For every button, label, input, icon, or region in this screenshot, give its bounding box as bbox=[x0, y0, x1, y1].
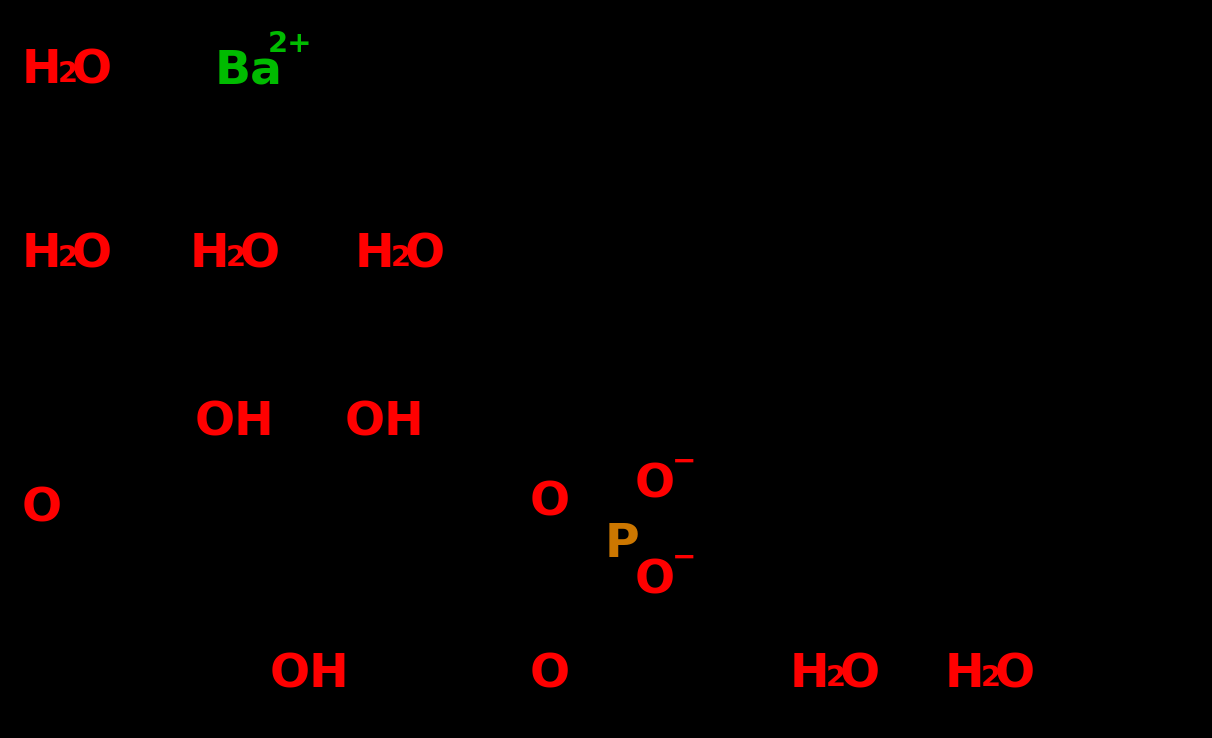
Text: OH: OH bbox=[195, 400, 275, 445]
Text: 2: 2 bbox=[391, 244, 411, 272]
Text: H: H bbox=[22, 232, 62, 277]
Text: −: − bbox=[671, 544, 697, 572]
Text: 2: 2 bbox=[827, 664, 846, 692]
Text: H: H bbox=[355, 232, 395, 277]
Text: P: P bbox=[605, 522, 640, 567]
Text: H: H bbox=[945, 652, 984, 697]
Text: OH: OH bbox=[345, 400, 424, 445]
Text: −: − bbox=[671, 448, 697, 476]
Text: O: O bbox=[530, 652, 570, 697]
Text: O: O bbox=[22, 487, 62, 532]
Text: H: H bbox=[790, 652, 830, 697]
Text: H: H bbox=[190, 232, 229, 277]
Text: 2+: 2+ bbox=[268, 30, 313, 58]
Text: 2: 2 bbox=[981, 664, 1001, 692]
Text: O: O bbox=[840, 652, 880, 697]
Text: O: O bbox=[635, 558, 675, 603]
Text: O: O bbox=[635, 462, 675, 507]
Text: O: O bbox=[995, 652, 1035, 697]
Text: Ba: Ba bbox=[215, 48, 282, 93]
Text: H: H bbox=[22, 48, 62, 93]
Text: O: O bbox=[405, 232, 445, 277]
Text: 2: 2 bbox=[225, 244, 246, 272]
Text: OH: OH bbox=[270, 652, 350, 697]
Text: O: O bbox=[530, 480, 570, 525]
Text: O: O bbox=[72, 48, 113, 93]
Text: 2: 2 bbox=[58, 244, 78, 272]
Text: O: O bbox=[240, 232, 280, 277]
Text: O: O bbox=[72, 232, 113, 277]
Text: 2: 2 bbox=[58, 60, 78, 88]
